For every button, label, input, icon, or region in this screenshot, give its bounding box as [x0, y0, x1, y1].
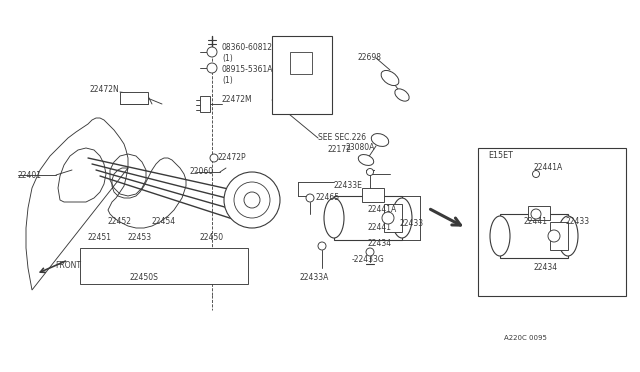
Bar	[500, 214, 568, 258]
Bar	[120, 92, 148, 104]
Text: FRONT: FRONT	[55, 262, 81, 270]
Text: 22472P: 22472P	[218, 154, 246, 163]
Bar	[200, 96, 210, 112]
Text: S: S	[210, 49, 214, 55]
Text: 22433A: 22433A	[300, 273, 330, 282]
Text: 22433: 22433	[400, 219, 424, 228]
Text: 22454: 22454	[152, 218, 176, 227]
Text: 22434: 22434	[533, 263, 557, 273]
Text: (1): (1)	[222, 54, 233, 62]
Text: 22472M: 22472M	[222, 96, 253, 105]
Circle shape	[306, 194, 314, 202]
Circle shape	[548, 230, 560, 242]
Circle shape	[224, 172, 280, 228]
Bar	[528, 206, 550, 220]
Circle shape	[532, 170, 540, 177]
Text: 22450: 22450	[200, 234, 224, 243]
Circle shape	[382, 212, 394, 224]
Text: 22441: 22441	[524, 218, 548, 227]
Ellipse shape	[358, 154, 374, 166]
Circle shape	[244, 192, 260, 208]
Bar	[290, 52, 312, 74]
Text: 08360-60812: 08360-60812	[222, 44, 273, 52]
Circle shape	[210, 154, 218, 162]
Bar	[384, 204, 402, 232]
Circle shape	[367, 169, 374, 176]
Text: 22441A: 22441A	[368, 205, 397, 215]
Text: 22441: 22441	[368, 224, 392, 232]
Text: 08915-5361A: 08915-5361A	[222, 65, 273, 74]
Circle shape	[207, 63, 217, 73]
Text: 22452: 22452	[108, 218, 132, 227]
Circle shape	[366, 248, 374, 256]
Text: 23080A: 23080A	[346, 144, 376, 153]
Bar	[334, 196, 402, 240]
Text: 22401: 22401	[18, 170, 42, 180]
Text: -22433G: -22433G	[352, 256, 385, 264]
Ellipse shape	[392, 198, 412, 238]
Bar	[272, 36, 332, 114]
Ellipse shape	[558, 216, 578, 256]
Ellipse shape	[371, 134, 388, 147]
Text: 22172: 22172	[328, 145, 352, 154]
Text: 22453: 22453	[128, 234, 152, 243]
Circle shape	[207, 47, 217, 57]
Circle shape	[234, 182, 270, 218]
Bar	[550, 222, 568, 250]
Text: SEE SEC.226: SEE SEC.226	[318, 134, 366, 142]
Ellipse shape	[395, 89, 409, 101]
Ellipse shape	[490, 216, 510, 256]
Bar	[362, 188, 384, 202]
Text: A220C 0095: A220C 0095	[504, 335, 547, 341]
Text: E15ET: E15ET	[488, 151, 513, 160]
Text: (1): (1)	[222, 76, 233, 84]
Text: 22060: 22060	[190, 167, 214, 176]
Text: 22472N: 22472N	[90, 84, 120, 93]
Text: 22465: 22465	[316, 193, 340, 202]
Text: 22433E: 22433E	[334, 180, 363, 189]
Text: 22698: 22698	[358, 54, 382, 62]
Text: 22450S: 22450S	[130, 273, 159, 282]
Circle shape	[318, 242, 326, 250]
Text: 22451: 22451	[88, 234, 112, 243]
Bar	[478, 148, 626, 296]
Text: 22433: 22433	[566, 218, 590, 227]
Ellipse shape	[324, 198, 344, 238]
Ellipse shape	[381, 70, 399, 86]
Bar	[80, 248, 248, 284]
Text: 22434: 22434	[368, 240, 392, 248]
Text: W: W	[209, 65, 216, 71]
Text: 22441A: 22441A	[533, 164, 563, 173]
Circle shape	[531, 209, 541, 219]
